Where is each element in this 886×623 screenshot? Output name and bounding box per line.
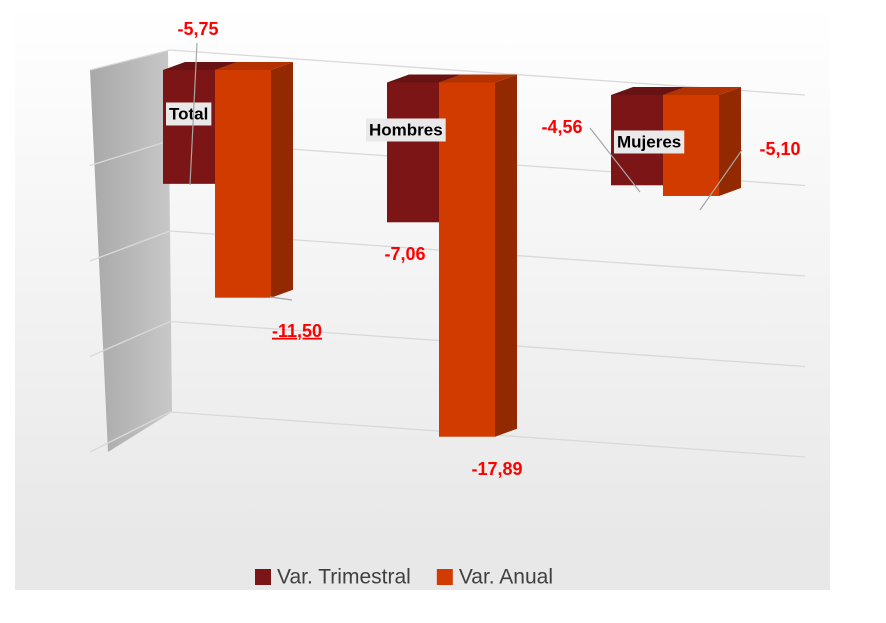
bar-top bbox=[163, 62, 237, 70]
value-label: -4,56 bbox=[541, 117, 582, 137]
value-label: -7,06 bbox=[384, 244, 425, 264]
grid-line bbox=[89, 49, 806, 96]
bar-side bbox=[495, 74, 517, 437]
bar-top bbox=[439, 74, 517, 83]
category-label-box bbox=[366, 118, 446, 142]
bar-top bbox=[215, 62, 293, 70]
bar-side bbox=[271, 62, 293, 298]
leader-line bbox=[699, 149, 743, 211]
legend-swatch bbox=[255, 569, 271, 585]
legend-swatch bbox=[436, 569, 453, 585]
bar-front bbox=[387, 82, 439, 223]
bar bbox=[663, 87, 741, 196]
leader-line bbox=[269, 296, 293, 301]
grid-line bbox=[89, 230, 806, 277]
side-wall bbox=[90, 50, 172, 452]
category-label: Mujeres bbox=[617, 132, 681, 151]
bar-top bbox=[387, 74, 461, 83]
leader-line bbox=[589, 127, 641, 193]
legend-label: Var. Anual bbox=[459, 566, 553, 589]
bar bbox=[215, 62, 293, 298]
bar-front bbox=[163, 70, 215, 184]
value-label: -11,50 bbox=[272, 321, 322, 341]
bar-front bbox=[215, 70, 271, 298]
grid-line bbox=[89, 411, 806, 458]
bar-top bbox=[611, 87, 685, 95]
value-label: -5,10 bbox=[759, 139, 800, 159]
leader-line bbox=[189, 42, 198, 186]
value-label: -5,75 bbox=[177, 19, 218, 39]
category-label-box bbox=[166, 102, 212, 126]
category-label-box bbox=[614, 130, 685, 154]
category-label: Total bbox=[169, 104, 208, 123]
legend-strip bbox=[15, 545, 830, 590]
bar bbox=[439, 74, 517, 437]
bar-top bbox=[663, 87, 741, 95]
bar-front bbox=[439, 82, 495, 437]
legend-label: Var. Trimestral bbox=[277, 566, 411, 589]
value-label: -17,89 bbox=[471, 459, 522, 479]
grid-line bbox=[89, 320, 806, 368]
bar-side bbox=[719, 87, 741, 196]
category-label: Hombres bbox=[369, 120, 443, 139]
